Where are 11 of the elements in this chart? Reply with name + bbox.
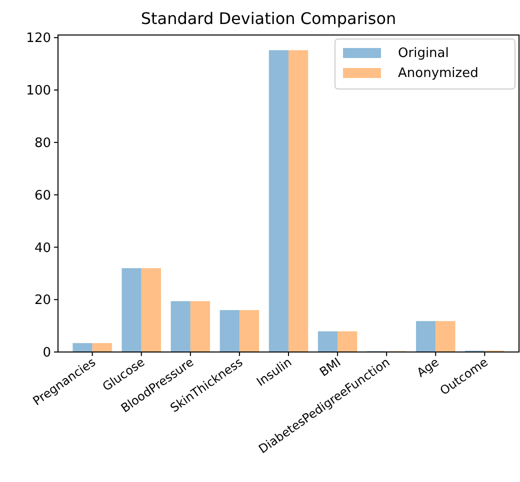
y-tick-label: 60 xyxy=(34,188,51,204)
y-tick-label: 80 xyxy=(34,136,51,151)
x-tick-label: Age xyxy=(414,354,442,380)
y-tick-label: 100 xyxy=(26,84,51,99)
y-tick-label: 40 xyxy=(34,240,51,256)
chart-title: Standard Deviation Comparison xyxy=(140,9,396,28)
y-tick-label: 0 xyxy=(42,346,51,361)
y-tick-label: 20 xyxy=(34,293,51,308)
y-tick-label: 120 xyxy=(26,31,51,46)
legend-label: Anonymized xyxy=(398,66,478,81)
legend-label: Original xyxy=(398,46,449,61)
